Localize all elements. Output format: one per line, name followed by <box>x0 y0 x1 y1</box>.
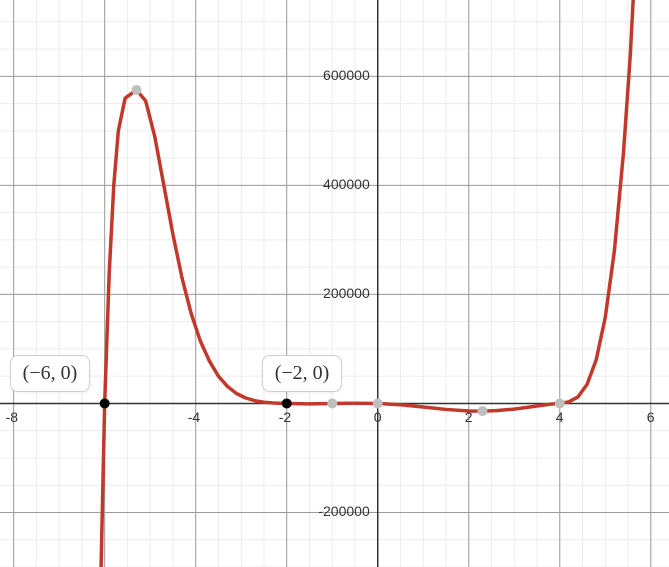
x-tick-label: -2 <box>279 409 291 425</box>
x-tick-label: -8 <box>6 409 18 425</box>
y-tick-label: -200000 <box>318 503 369 519</box>
x-tick-label: 2 <box>465 409 473 425</box>
y-tick-label: 400000 <box>323 176 370 192</box>
point-gray <box>327 398 337 408</box>
point-gray <box>132 85 142 95</box>
point-black <box>282 398 292 408</box>
coord-label: (−6, 0) <box>10 355 91 392</box>
y-tick-label: 600000 <box>323 67 370 83</box>
x-tick-label: 0 <box>374 409 382 425</box>
coord-label: (−2, 0) <box>262 355 343 392</box>
x-tick-label: 4 <box>556 409 564 425</box>
point-gray <box>555 398 565 408</box>
chart-svg <box>0 0 669 567</box>
point-gray <box>477 406 487 416</box>
x-tick-label: -4 <box>188 409 200 425</box>
chart-background <box>0 0 669 567</box>
function-graph: 0 2 4 6 -8 -4 -2 200000 400000 600000 -200000 (−6, … <box>0 0 669 567</box>
point-black <box>100 398 110 408</box>
point-gray <box>373 398 383 408</box>
y-tick-label: 200000 <box>323 285 370 301</box>
x-tick-label: 6 <box>647 409 655 425</box>
